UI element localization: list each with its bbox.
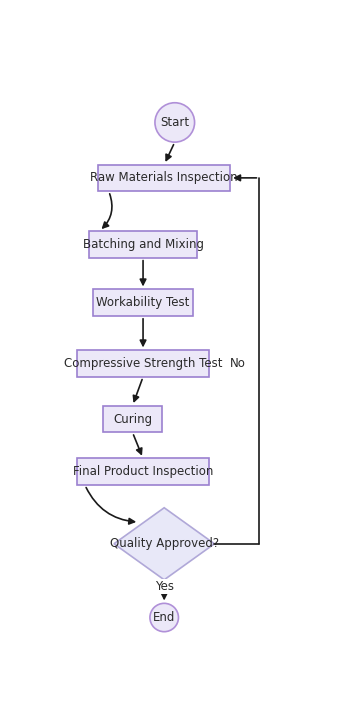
Text: Quality Approved?: Quality Approved? — [109, 537, 219, 550]
FancyBboxPatch shape — [103, 406, 162, 432]
FancyBboxPatch shape — [93, 289, 193, 316]
Polygon shape — [114, 508, 214, 580]
Text: Compressive Strength Test: Compressive Strength Test — [64, 357, 222, 370]
FancyBboxPatch shape — [89, 231, 197, 258]
Ellipse shape — [150, 603, 178, 631]
Ellipse shape — [155, 103, 195, 142]
Text: Workability Test: Workability Test — [97, 296, 190, 309]
Text: Curing: Curing — [113, 413, 152, 426]
FancyBboxPatch shape — [98, 165, 230, 192]
Text: Yes: Yes — [155, 580, 174, 593]
Text: End: End — [153, 611, 175, 624]
FancyBboxPatch shape — [77, 351, 209, 377]
Text: No: No — [230, 357, 246, 370]
Text: Raw Materials Inspection: Raw Materials Inspection — [90, 171, 238, 184]
Text: Batching and Mixing: Batching and Mixing — [83, 238, 204, 251]
Text: Start: Start — [160, 116, 189, 129]
FancyBboxPatch shape — [77, 459, 209, 485]
Text: Final Product Inspection: Final Product Inspection — [73, 465, 213, 478]
